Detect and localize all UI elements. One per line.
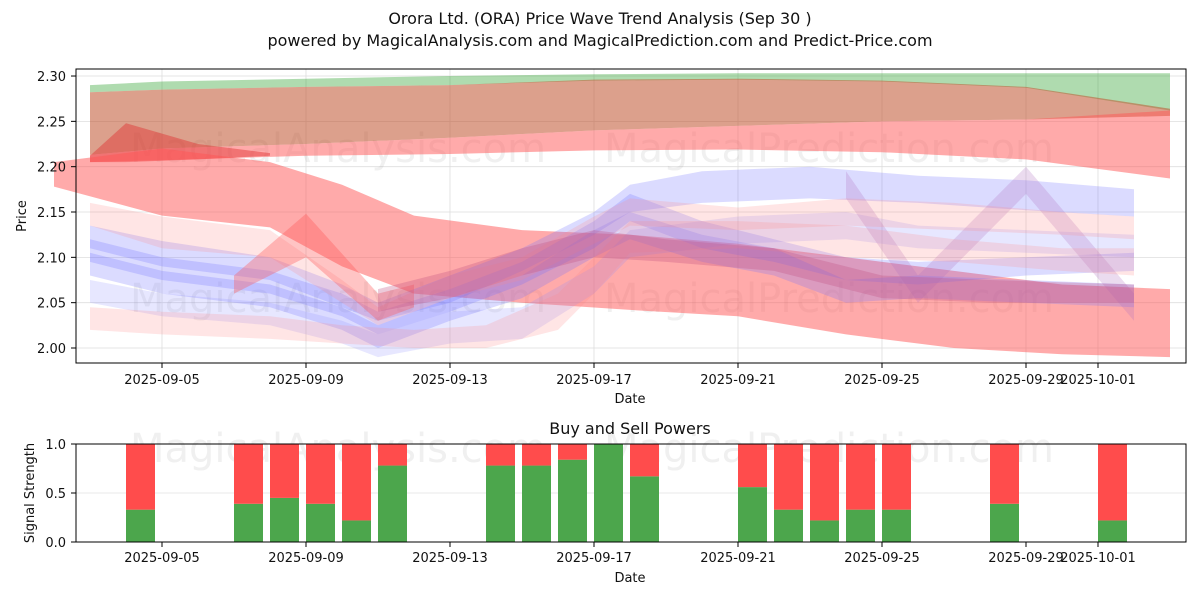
sell-bar xyxy=(558,444,587,460)
buy-bar xyxy=(342,520,371,542)
signal-xtick-label: 2025-09-05 xyxy=(124,551,200,566)
sell-bar xyxy=(486,444,515,466)
buy-bar xyxy=(522,465,551,542)
watermark-bottom-left: MagicalAnalysis.com xyxy=(130,426,546,472)
price-ytick-label: 2.10 xyxy=(37,251,66,266)
sell-bar xyxy=(774,444,803,510)
price-xtick-label: 2025-09-09 xyxy=(268,373,344,388)
signal-xtick-label: 2025-09-13 xyxy=(412,551,488,566)
sell-bar xyxy=(630,444,659,477)
signal-xtick-label: 2025-09-21 xyxy=(700,551,776,566)
sell-bar xyxy=(1098,444,1127,521)
price-xtick-label: 2025-09-05 xyxy=(124,373,200,388)
signal-xtick-label: 2025-09-17 xyxy=(556,551,632,566)
price-ytick-label: 2.00 xyxy=(37,342,66,357)
chart-title: Orora Ltd. (ORA) Price Wave Trend Analys… xyxy=(388,9,812,28)
buy-bar xyxy=(846,509,875,542)
buy-bar xyxy=(630,476,659,542)
price-x-label: Date xyxy=(614,392,645,407)
red-spike-mid xyxy=(234,213,414,321)
price-ytick-label: 2.05 xyxy=(37,297,66,312)
price-xtick-label: 2025-09-17 xyxy=(556,373,632,388)
buy-bar xyxy=(810,520,839,542)
signal-xtick-label: 2025-09-29 xyxy=(988,551,1064,566)
price-plot-frame xyxy=(75,68,1187,364)
blue-band-1 xyxy=(90,166,1134,321)
red-falling-band xyxy=(54,148,1170,358)
signal-ytick-label: 0.0 xyxy=(45,536,66,551)
buy-bar xyxy=(306,503,335,542)
purple-zigzag-band xyxy=(846,166,1134,321)
sell-bar xyxy=(810,444,839,521)
signal-xtick-label: 2025-10-01 xyxy=(1060,551,1136,566)
signal-x-label: Date xyxy=(614,571,645,586)
chart-subtitle: powered by MagicalAnalysis.com and Magic… xyxy=(267,31,933,50)
price-bands xyxy=(54,73,1170,358)
buy-bar xyxy=(774,509,803,542)
sell-bar xyxy=(738,444,767,488)
upper-green-band xyxy=(90,73,1170,111)
price-xtick-label: 2025-10-01 xyxy=(1060,373,1136,388)
price-ytick-label: 2.15 xyxy=(37,206,66,221)
price-xtick-label: 2025-09-13 xyxy=(412,373,488,388)
price-xtick-label: 2025-09-21 xyxy=(700,373,776,388)
buy-bar xyxy=(738,487,767,542)
signal-bars xyxy=(126,444,1127,542)
price-axes: 2.00 2.05 2.10 2.15 2.20 2.25 2.30 2025-09-05 20… xyxy=(37,70,1136,388)
magenta-band xyxy=(378,230,1134,312)
signal-xtick-label: 2025-09-25 xyxy=(844,551,920,566)
sell-bar xyxy=(234,444,263,504)
buy-bar xyxy=(558,459,587,542)
sell-bar xyxy=(990,444,1019,504)
sell-bar xyxy=(882,444,911,510)
blue-band-3 xyxy=(90,212,1134,348)
sell-bar xyxy=(126,444,155,510)
signal-xtick-label: 2025-09-09 xyxy=(268,551,344,566)
buy-bar xyxy=(990,503,1019,542)
brown-band xyxy=(90,78,1170,155)
sell-bar xyxy=(270,444,299,498)
signal-y-label: Signal Strength xyxy=(23,443,38,543)
price-ytick-label: 2.20 xyxy=(37,161,66,176)
buy-bar xyxy=(234,503,263,542)
red-top-band xyxy=(90,110,1170,179)
buy-bar xyxy=(1098,520,1127,542)
buy-bar xyxy=(378,465,407,542)
price-y-label: Price xyxy=(15,200,30,232)
sell-bar xyxy=(378,444,407,466)
signal-axes: 0.0 0.5 1.0 2025-09-05 2025-09-09 2025-09-13 2… xyxy=(45,438,1135,566)
buy-bar xyxy=(594,444,623,542)
signal-chart-title: Buy and Sell Powers xyxy=(549,419,711,438)
buy-bar xyxy=(126,509,155,542)
buy-bar xyxy=(486,465,515,542)
signal-ytick-label: 0.5 xyxy=(45,487,66,502)
pink-band-2 xyxy=(90,221,1134,348)
sell-bar xyxy=(846,444,875,510)
pink-band-1 xyxy=(90,198,1134,326)
buy-bar xyxy=(270,497,299,542)
sell-bar xyxy=(342,444,371,521)
price-ytick-label: 2.25 xyxy=(37,115,66,130)
sell-bar xyxy=(306,444,335,504)
price-xtick-label: 2025-09-25 xyxy=(844,373,920,388)
price-ytick-label: 2.30 xyxy=(37,70,66,85)
signal-ytick-label: 1.0 xyxy=(45,438,66,453)
sell-bar xyxy=(522,444,551,466)
buy-bar xyxy=(882,509,911,542)
price-xtick-label: 2025-09-29 xyxy=(988,373,1064,388)
blue-band-2 xyxy=(90,193,1134,335)
